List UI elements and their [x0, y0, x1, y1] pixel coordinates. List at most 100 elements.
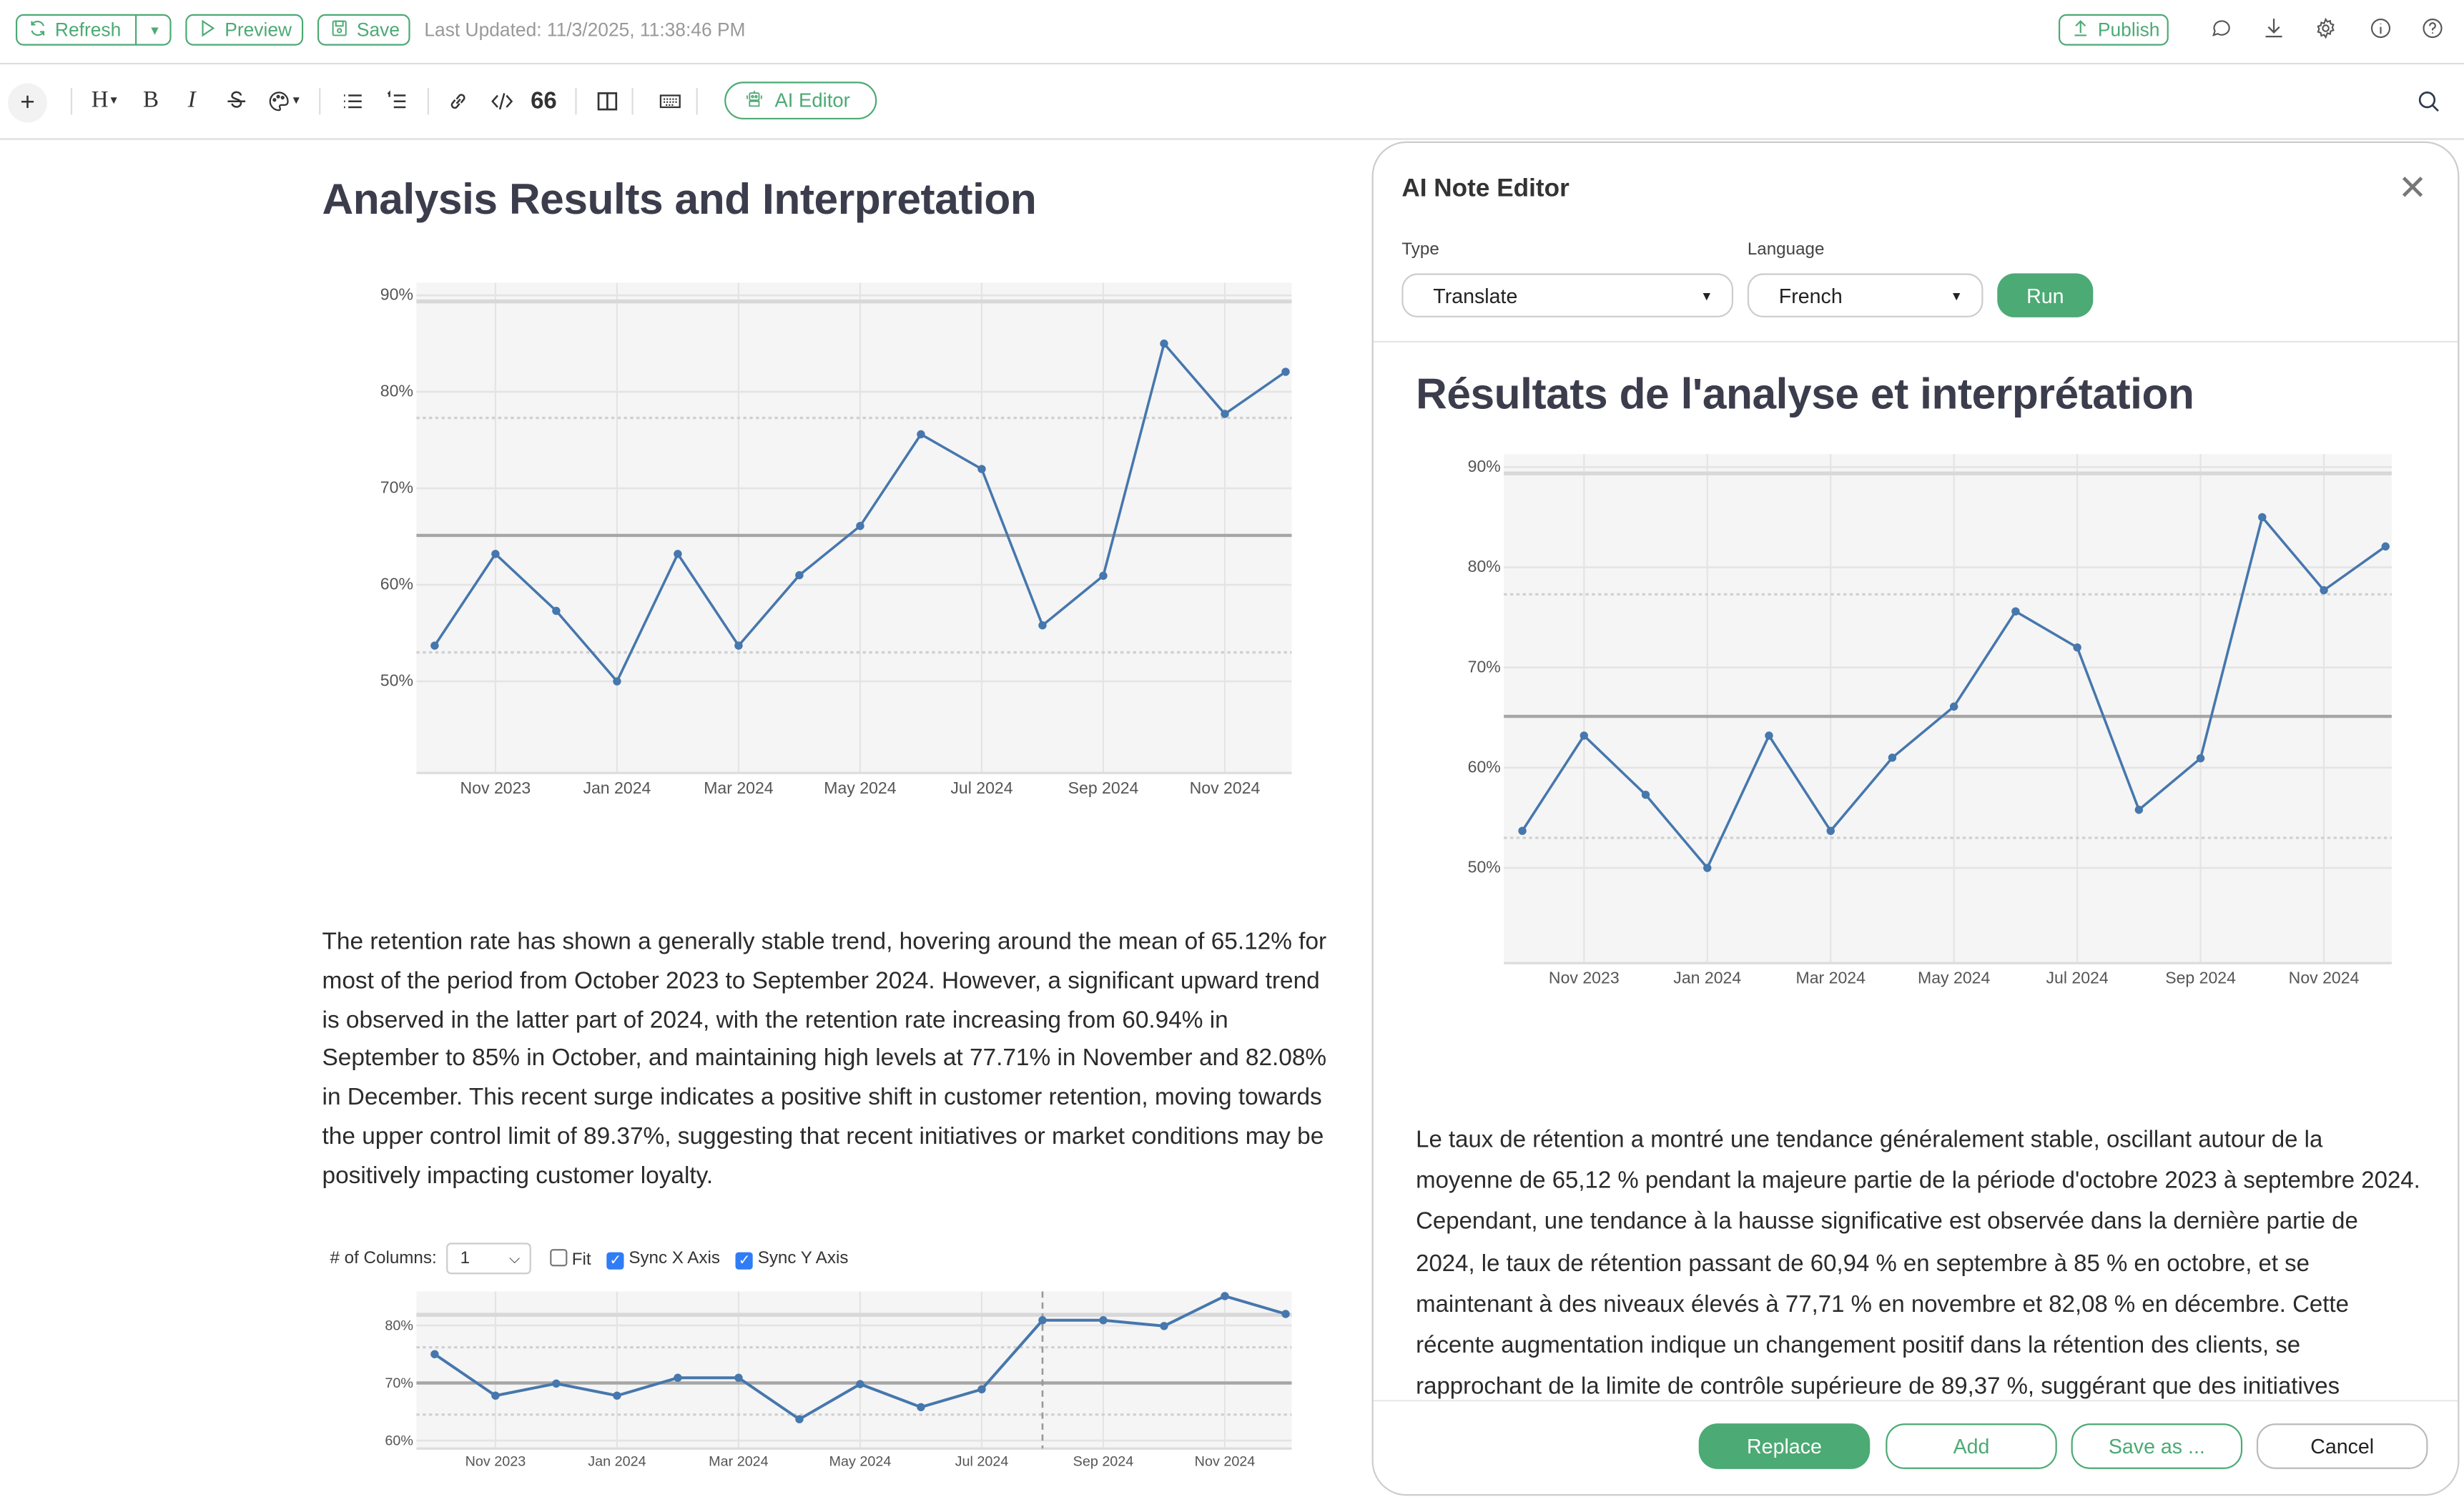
data-point — [1160, 1322, 1168, 1330]
save-label: Save — [356, 19, 400, 41]
y-tick-label: 90% — [380, 285, 413, 304]
data-point — [1281, 367, 1290, 376]
quote-icon[interactable]: 66 — [531, 87, 557, 114]
refresh-icon — [29, 18, 47, 41]
italic-icon[interactable]: I — [187, 87, 196, 113]
x-tick-label: Sep 2024 — [2165, 969, 2236, 987]
ai-editor-button[interactable]: AI Editor — [724, 81, 877, 120]
help-icon[interactable] — [2422, 17, 2444, 39]
add-button[interactable]: Add — [1886, 1423, 2057, 1469]
fit-checkbox[interactable]: Fit — [549, 1248, 591, 1269]
y-tick-label: 50% — [380, 671, 413, 690]
gear-icon[interactable] — [2315, 17, 2337, 39]
data-point — [674, 550, 682, 558]
x-tick-label: Jul 2024 — [950, 779, 1012, 797]
plot-area — [1504, 454, 2392, 964]
close-icon[interactable]: ✕ — [2398, 168, 2428, 208]
panel-divider — [1373, 340, 2458, 343]
data-point — [674, 1373, 682, 1382]
insert-block-button[interactable]: + — [7, 83, 47, 123]
sync-x-checkbox[interactable]: ✓ Sync X Axis — [606, 1248, 720, 1269]
x-tick-label: May 2024 — [829, 1453, 892, 1469]
save-as-button[interactable]: Save as ... — [2071, 1423, 2243, 1469]
columns-label: # of Columns: — [330, 1249, 437, 1268]
data-point — [1099, 571, 1108, 580]
preview-button[interactable]: Preview — [185, 14, 304, 46]
run-button[interactable]: Run — [1997, 273, 2094, 317]
y-tick-label: 70% — [380, 478, 413, 497]
checkbox-unchecked-icon — [549, 1248, 568, 1266]
upload-icon — [2071, 18, 2090, 41]
x-tick-label: Jul 2024 — [955, 1453, 1009, 1469]
columns-select[interactable]: 1 ⌵ — [445, 1242, 531, 1275]
chevron-down-icon: ⌵ — [509, 1250, 521, 1266]
data-point — [430, 641, 439, 650]
y-tick-label: 60% — [385, 1433, 413, 1449]
data-point — [491, 1391, 500, 1400]
x-tick-label: Jul 2024 — [2046, 969, 2109, 987]
x-tick-label: Nov 2023 — [465, 1453, 526, 1469]
plot-area — [416, 282, 1292, 774]
toolbar-separator — [427, 88, 429, 115]
data-point — [1038, 1316, 1047, 1325]
translated-retention-chart: Nov 2023 Jan 2024 Mar 2024 May 2024 Jul 2024… — [1468, 454, 2392, 987]
data-point — [1099, 1316, 1108, 1325]
replace-button[interactable]: Replace — [1698, 1423, 1871, 1469]
data-point — [734, 1373, 743, 1382]
last-updated: Last Updated: 11/3/2025, 11:38:46 PM — [424, 19, 746, 41]
caret-down-icon: ▼ — [1950, 288, 1963, 303]
x-tick-label: Nov 2024 — [2289, 969, 2360, 987]
toolbar-separator — [696, 88, 698, 115]
caret-down-icon: ▼ — [1700, 288, 1713, 303]
x-tick-label: May 2024 — [824, 779, 896, 797]
data-point — [795, 1415, 804, 1423]
x-tick-label: Jan 2024 — [1673, 969, 1741, 987]
x-tick-label: Sep 2024 — [1073, 1453, 1134, 1469]
heading-icon[interactable]: H ▼ — [91, 87, 119, 113]
checkbox-checked-icon: ✓ — [606, 1251, 624, 1269]
refresh-button[interactable]: Refresh ▼ — [15, 14, 173, 46]
data-point — [552, 1379, 561, 1388]
cancel-button[interactable]: Cancel — [2256, 1423, 2428, 1469]
publish-button[interactable]: Publish — [2058, 14, 2169, 46]
x-tick-label: Nov 2023 — [460, 779, 531, 797]
columns-icon[interactable] — [594, 88, 619, 113]
data-point — [917, 430, 925, 439]
data-point — [2073, 643, 2081, 652]
data-point — [1281, 1310, 1290, 1318]
save-button[interactable]: Save — [317, 14, 410, 46]
download-icon[interactable] — [2263, 17, 2285, 39]
data-point — [491, 550, 500, 558]
strikethrough-icon[interactable] — [223, 88, 248, 113]
color-palette-icon[interactable]: ▼ — [267, 88, 302, 113]
keyboard-icon[interactable] — [657, 88, 682, 113]
language-select[interactable]: French ▼ — [1747, 273, 1983, 317]
y-tick-label: 90% — [1468, 457, 1501, 475]
bullet-list-icon[interactable] — [340, 88, 365, 113]
info-icon[interactable] — [2370, 17, 2392, 39]
data-point — [1160, 339, 1168, 348]
bold-icon[interactable]: B — [142, 87, 159, 113]
publish-label: Publish — [2097, 19, 2160, 41]
comment-icon[interactable] — [2209, 17, 2232, 39]
link-icon[interactable] — [445, 88, 470, 113]
y-tick-label: 80% — [385, 1318, 413, 1334]
y-tick-label: 50% — [1468, 858, 1501, 876]
result-title: Résultats de l'analyse et interprétation — [1416, 369, 2194, 418]
data-point — [1949, 702, 1958, 711]
data-point — [917, 1403, 925, 1412]
numbered-list-icon[interactable] — [383, 88, 408, 113]
type-select[interactable]: Translate ▼ — [1401, 273, 1734, 317]
toolbar-separator — [70, 88, 73, 115]
search-icon[interactable] — [2415, 88, 2440, 113]
document-paragraph: The retention rate has shown a generally… — [322, 928, 1327, 1190]
data-point — [1703, 864, 1712, 872]
code-icon[interactable] — [488, 88, 513, 113]
x-tick-label: Nov 2024 — [1190, 779, 1261, 797]
sync-y-checkbox[interactable]: ✓ Sync Y Axis — [735, 1248, 848, 1269]
x-tick-label: Jan 2024 — [583, 779, 651, 797]
data-point — [856, 522, 864, 530]
retention-mini-chart: Nov 2023 Jan 2024 Mar 2024 May 2024 Jul 2024… — [385, 1291, 1292, 1469]
data-point — [2258, 513, 2267, 522]
refresh-dropdown-button[interactable]: ▼ — [135, 15, 173, 44]
